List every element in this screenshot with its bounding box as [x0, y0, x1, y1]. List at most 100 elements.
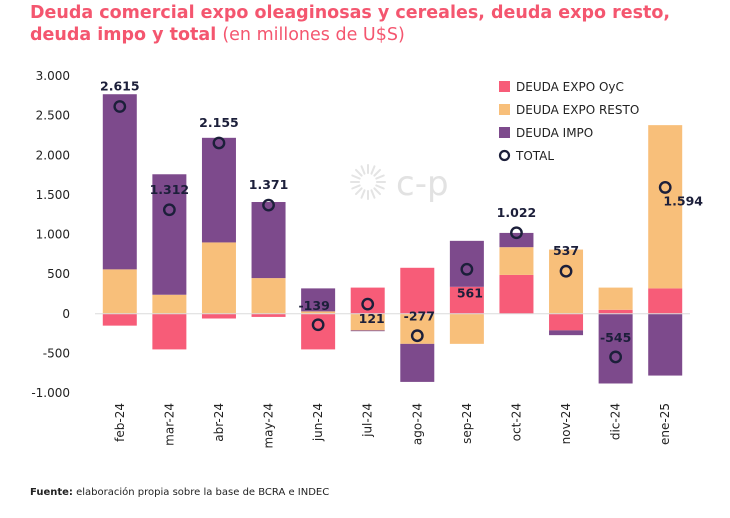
bar-segment-2 — [549, 249, 584, 314]
bar-segment-2 — [201, 242, 236, 314]
legend-label: TOTAL — [515, 149, 554, 163]
bar-segment-1 — [251, 313, 286, 317]
legend-total-marker — [498, 149, 511, 162]
bar-segment-1 — [449, 286, 484, 314]
bar-segment-2 — [102, 269, 137, 314]
legend-swatch — [499, 104, 510, 115]
x-tick-label: jul-24 — [361, 403, 375, 438]
legend-label: DEUDA EXPO RESTO — [516, 103, 639, 117]
total-marker — [361, 297, 375, 311]
x-tick-label: may-24 — [262, 403, 276, 449]
total-marker — [212, 136, 226, 150]
watermark-ray — [375, 174, 385, 180]
watermark-ray — [360, 189, 366, 199]
source-label: Fuente: — [30, 487, 73, 498]
y-tick-label: 0 — [62, 307, 70, 321]
watermark-ray — [360, 165, 366, 175]
y-tick-label: -500 — [43, 346, 70, 360]
watermark-ray — [375, 184, 385, 190]
total-marker — [609, 350, 623, 364]
watermark-ray — [373, 187, 382, 196]
source-note: Fuente: elaboración propia sobre la base… — [30, 487, 329, 498]
bar-segment-3 — [350, 330, 385, 332]
bar-segment-1 — [201, 313, 236, 319]
watermark-ray — [351, 184, 361, 190]
total-label: -277 — [404, 309, 435, 324]
bar-segment-1 — [598, 309, 633, 314]
watermark-ray — [370, 165, 376, 175]
watermark-ray — [370, 189, 376, 199]
watermark-ray — [354, 168, 363, 177]
x-tick-label: jun-24 — [311, 403, 325, 442]
bar-segment-2 — [449, 313, 484, 344]
chart: c-p -1.000 -500 0 500 1.000 1.500 2.000 2.500 3.0… — [31, 69, 703, 449]
bar-segment-2 — [648, 125, 683, 289]
watermark-text: c-p — [396, 164, 449, 204]
x-tick-label: ene-25 — [658, 403, 672, 445]
y-tick-label: 2.500 — [36, 109, 70, 123]
y-tick-label: -1.000 — [31, 386, 70, 400]
total-label: 1.312 — [150, 182, 190, 197]
x-tick-label: oct-24 — [509, 403, 523, 441]
y-tick-label: 2.000 — [36, 148, 70, 162]
bar-segment-3 — [598, 313, 633, 384]
legend-label: DEUDA IMPO — [516, 126, 593, 140]
x-tick-label: feb-24 — [113, 403, 127, 442]
y-tick-label: 3.000 — [36, 69, 70, 83]
bar-segment-1 — [152, 313, 187, 350]
total-label: 121 — [359, 311, 385, 326]
total-marker — [510, 226, 523, 240]
x-tick-label: nov-24 — [559, 403, 573, 444]
total-marker — [311, 318, 325, 332]
y-tick-label: 1.000 — [36, 228, 70, 242]
x-tick-label: ago-24 — [410, 403, 424, 445]
bar-segment-3 — [400, 343, 435, 382]
bar-segment-2 — [350, 313, 385, 331]
chart-subtitle: (en millones de U$S) — [222, 25, 405, 45]
x-tick-label: dic-24 — [609, 403, 623, 440]
bar-segment-3 — [201, 137, 236, 243]
total-marker — [162, 203, 176, 217]
bar-segment-2 — [598, 287, 633, 310]
bar-segment-2 — [499, 247, 534, 275]
bar-segment-3 — [549, 330, 584, 336]
chart-title-main: Deuda comercial expo oleaginosas y cerea… — [30, 3, 671, 45]
total-label: 2.615 — [100, 79, 140, 94]
bar-segment-3 — [499, 232, 534, 248]
total-marker — [559, 264, 573, 278]
legend-label: DEUDA EXPO OyC — [516, 80, 624, 94]
bar-segment-1 — [499, 274, 534, 314]
total-label: 537 — [553, 243, 579, 258]
y-tick-label: 500 — [47, 267, 70, 281]
bar-segment-2 — [301, 311, 336, 314]
bar-segment-3 — [251, 202, 286, 279]
bar-segment-1 — [400, 267, 435, 314]
y-tick-label: 1.500 — [36, 188, 70, 202]
total-marker — [113, 100, 127, 113]
total-label: -139 — [298, 298, 329, 313]
bar-segment-3 — [301, 288, 336, 312]
bar-segment-2 — [251, 278, 286, 314]
x-tick-label: abr-24 — [212, 403, 226, 442]
total-label: 1.594 — [663, 193, 703, 208]
watermark-ray — [373, 168, 382, 177]
legend-swatch — [499, 127, 510, 138]
bar-segment-1 — [102, 313, 137, 326]
total-label: 2.155 — [199, 115, 239, 130]
bar-segment-3 — [648, 313, 683, 376]
bar-segment-3 — [102, 94, 137, 270]
watermark-ray — [354, 187, 363, 196]
legend-swatch — [499, 81, 510, 92]
total-label: 1.371 — [249, 177, 289, 192]
bar-segment-2 — [400, 313, 435, 344]
total-marker — [658, 181, 672, 194]
bar-segment-1 — [549, 313, 584, 331]
total-label: -545 — [600, 330, 631, 345]
source-text: elaboración propia sobre la base de BCRA… — [72, 487, 330, 498]
x-tick-label: mar-24 — [162, 403, 176, 446]
total-marker — [262, 198, 275, 212]
bar-segment-2 — [152, 294, 187, 314]
total-label: 1.022 — [497, 205, 537, 220]
x-tick-label: sep-24 — [460, 403, 474, 444]
watermark-ray — [351, 174, 361, 180]
